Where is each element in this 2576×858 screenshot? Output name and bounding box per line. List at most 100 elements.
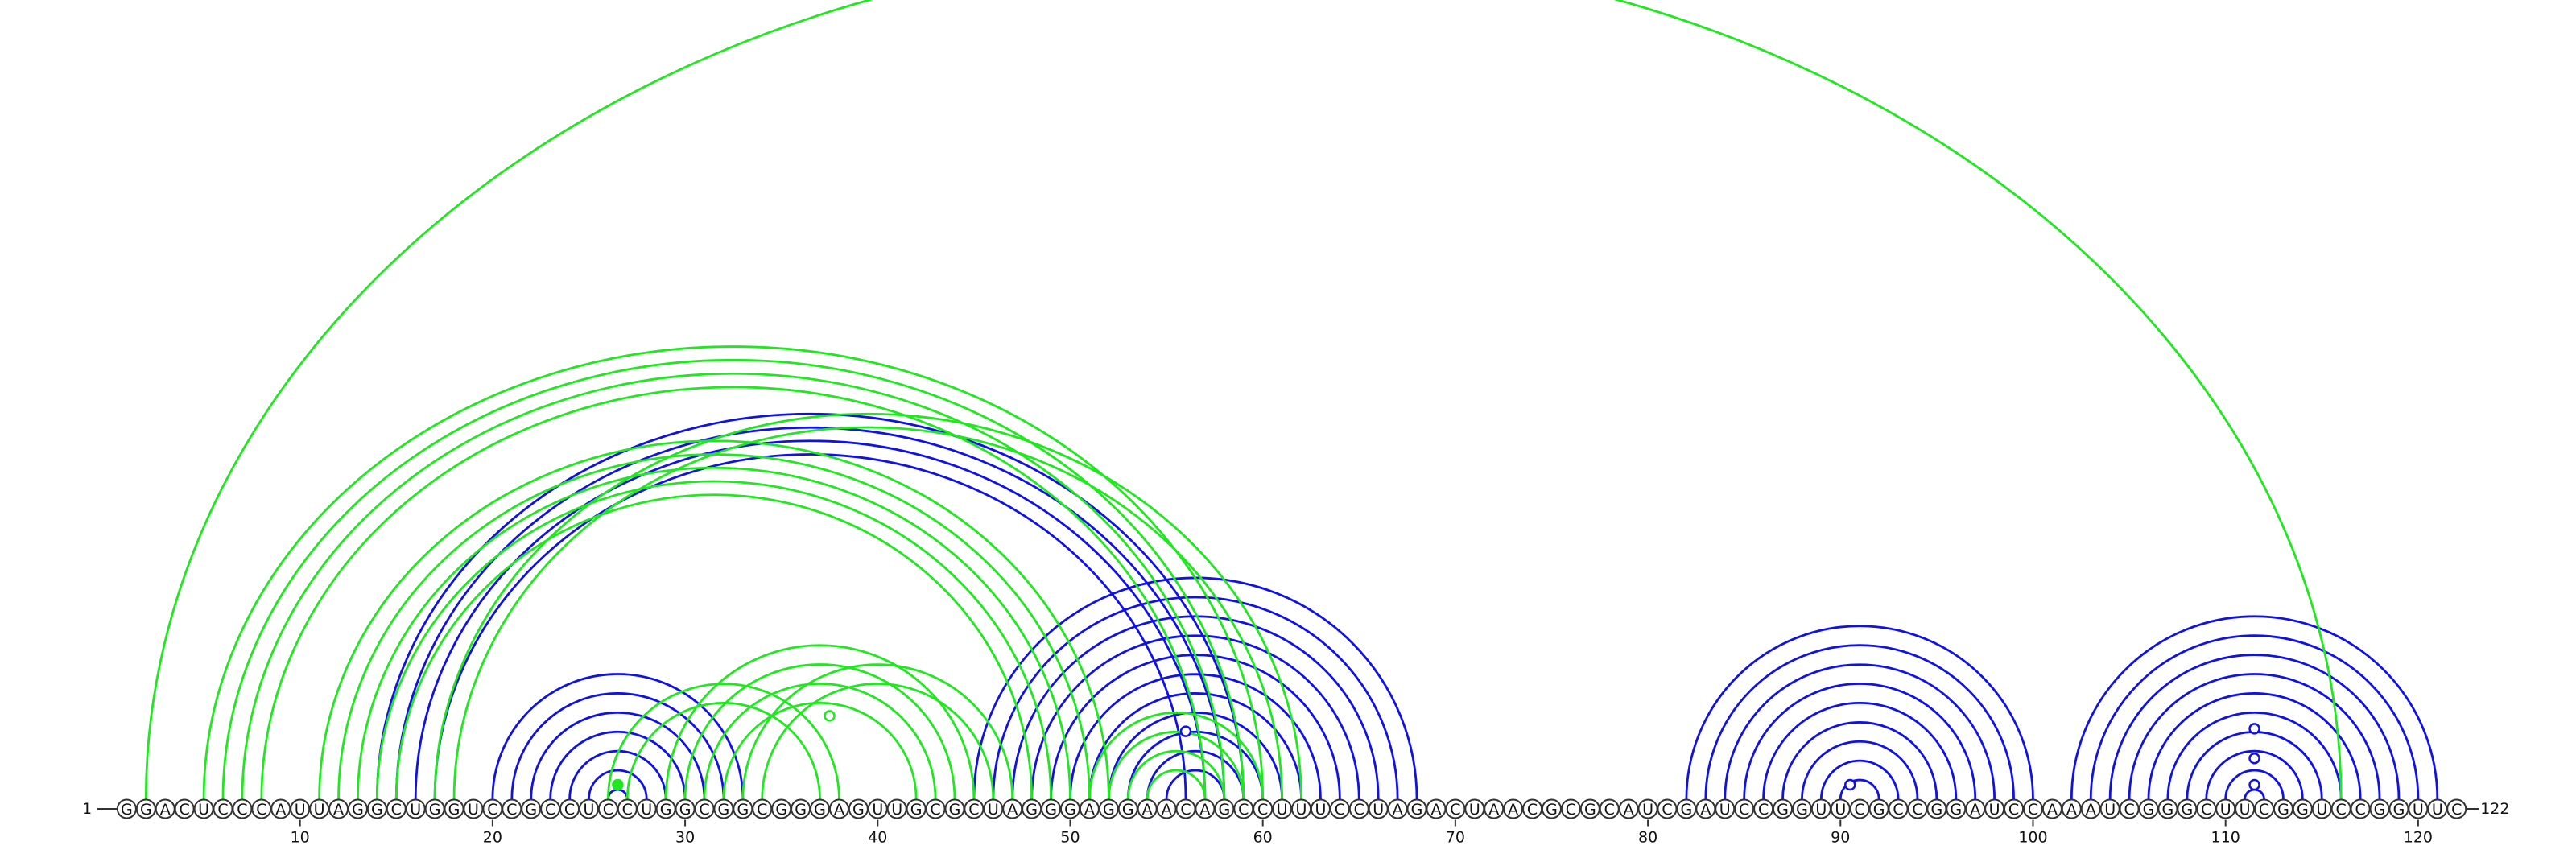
blue-arc-20-33	[491, 673, 745, 800]
blue-arc-51-62	[1088, 692, 1302, 800]
base-pair-arcs	[144, 0, 2439, 800]
nucleotide-29: G	[655, 798, 676, 819]
nucleotide-37: G	[810, 798, 831, 819]
blue-arc-54-59	[1146, 749, 1245, 800]
nucleotide-90: U	[1830, 798, 1851, 819]
nucleotide-letter: G	[140, 801, 152, 819]
nucleotide-23: C	[540, 798, 561, 819]
nucleotide-letter: G	[1681, 801, 1693, 819]
blue-arc-102-121	[2070, 615, 2439, 800]
nucleotide-letter: A	[1084, 801, 1095, 819]
green-arc-31-43	[703, 683, 937, 800]
nucleotide-letter: C	[2451, 801, 2462, 819]
nucleotide-letter: C	[1604, 801, 1615, 819]
nucleotide-letter: U	[2220, 801, 2231, 819]
nucleotide-letter: G	[1796, 801, 1808, 819]
nucleotide-74: C	[1522, 798, 1543, 819]
nucleotide-letter: G	[1584, 801, 1596, 819]
nucleotide-letter: A	[160, 801, 171, 819]
nucleotide-letter: G	[2393, 801, 2405, 819]
nucleotide-letter: C	[930, 801, 940, 819]
nucleotide-letter: U	[2316, 801, 2327, 819]
nucleotide-9: A	[270, 798, 291, 819]
blue-arc-47-66	[1011, 615, 1380, 800]
nucleotide-letter: C	[1527, 801, 1538, 819]
nucleotide-letter: C	[487, 801, 497, 819]
nucleotide-3: A	[155, 798, 175, 819]
nucleotide-84: U	[1715, 798, 1736, 819]
nucleotide-113: G	[2273, 798, 2293, 819]
nucleotide-42: G	[906, 798, 927, 819]
green-arc-5-60	[202, 345, 1265, 800]
nucleotide-letter: U	[410, 801, 421, 819]
nucleotide-letter: G	[1411, 801, 1423, 819]
nucleotide-letter: G	[1546, 801, 1558, 819]
green-arc-26-38	[607, 683, 840, 800]
nucleotide-118: G	[2369, 798, 2390, 819]
tick-label-40: 40	[868, 829, 887, 847]
nucleotide-letter: U	[584, 801, 595, 819]
nucleotide-10: U	[290, 798, 311, 819]
nucleotide-41: U	[886, 798, 907, 819]
nucleotide-69: A	[1426, 798, 1447, 819]
nucleotide-85: C	[1734, 798, 1755, 819]
nucleotide-letter: U	[2104, 801, 2116, 819]
nucleotide-letter: C	[1354, 801, 1364, 819]
nucleotide-62: U	[1291, 798, 1312, 819]
green-arc-27-37	[625, 702, 821, 800]
blue-arc-89-93	[1819, 759, 1900, 800]
green-arc-15-48	[394, 493, 1034, 800]
nucleotide-letter: A	[1142, 801, 1153, 819]
blue-arc-90-92	[1839, 778, 1880, 800]
blue-arc-55-58	[1165, 769, 1226, 800]
nucleotide-letter: C	[757, 801, 767, 819]
nucleotide-letter: G	[1873, 801, 1885, 819]
nucleotide-letter: C	[1257, 801, 1268, 819]
nucleotide-letter: G	[814, 801, 826, 819]
nucleotide-32: G	[713, 798, 734, 819]
nucleotide-21: C	[502, 798, 522, 819]
nucleotide-letter: U	[872, 801, 883, 819]
green-arc-29-45	[664, 644, 976, 800]
nucleotide-letter: G	[2297, 801, 2309, 819]
position-axis: 10 20 30 40 50 60 70 80 90 100 110 120	[291, 819, 2433, 847]
nucleotide-letter: G	[2143, 801, 2155, 819]
nucleotide-33: G	[733, 798, 753, 819]
nucleotide-2: G	[135, 798, 156, 819]
nucleotide-letter: U	[468, 801, 479, 819]
nucleotide-letter: U	[1642, 801, 1653, 819]
nucleotide-48: G	[1022, 798, 1042, 819]
nucleotide-letter: U	[1315, 801, 1326, 819]
nucleotide-64: C	[1329, 798, 1350, 819]
blue-arc-21-32	[510, 692, 725, 800]
green-arc-18-61	[452, 426, 1283, 800]
blue-arc-87-95	[1781, 721, 1938, 800]
nucleotide-letter: U	[1815, 801, 1827, 819]
nucleotide-letter: C	[1180, 801, 1191, 819]
nucleotide-79: A	[1618, 798, 1639, 819]
pair-marker-7	[2248, 723, 2260, 735]
tick-label-20: 20	[483, 829, 502, 847]
nucleotide-letter: G	[352, 801, 364, 819]
nucleotide-letter: A	[333, 801, 344, 819]
nucleotide-71: U	[1464, 798, 1485, 819]
blue-arc-88-94	[1801, 740, 1919, 800]
nucleotide-letter: U	[314, 801, 325, 819]
tick-label-30: 30	[675, 829, 695, 847]
nucleotide-letter: C	[2028, 801, 2038, 819]
nucleotide-16: U	[405, 798, 426, 819]
green-arc-34-46	[761, 683, 995, 800]
tick-label-110: 110	[2211, 829, 2240, 847]
nucleotide-108: G	[2177, 798, 2198, 819]
nucleotide-letter: G	[448, 801, 460, 819]
nucleotide-107: G	[2157, 798, 2178, 819]
blue-arc-110-113	[2224, 769, 2285, 800]
nucleotide-17: G	[424, 798, 445, 819]
nucleotide-58: G	[1214, 798, 1235, 819]
blue-arc-48-65	[1030, 634, 1360, 800]
nucleotide-letter: C	[1566, 801, 1576, 819]
nucleotide-30: G	[675, 798, 696, 819]
nucleotide-36: G	[791, 798, 811, 819]
nucleotide-13: G	[347, 798, 368, 819]
nucleotide-letter: G	[852, 801, 865, 819]
